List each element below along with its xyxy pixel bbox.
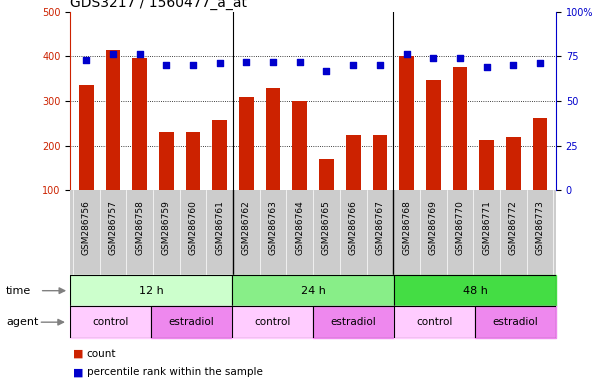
Point <box>401 51 411 58</box>
Point <box>508 62 518 68</box>
Point <box>375 62 385 68</box>
Text: GSM286771: GSM286771 <box>482 200 491 255</box>
Text: estradiol: estradiol <box>331 317 376 327</box>
Bar <box>533 118 547 190</box>
Bar <box>70 275 232 306</box>
Text: GSM286756: GSM286756 <box>82 200 91 255</box>
Text: GSM286773: GSM286773 <box>535 200 544 255</box>
Text: estradiol: estradiol <box>492 317 538 327</box>
Text: time: time <box>6 286 31 296</box>
Point <box>161 62 171 68</box>
Point <box>81 57 91 63</box>
Text: GSM286772: GSM286772 <box>509 200 518 255</box>
Text: GSM286766: GSM286766 <box>349 200 357 255</box>
Point <box>428 55 438 61</box>
Text: 24 h: 24 h <box>301 286 326 296</box>
Point <box>295 58 305 65</box>
Text: GSM286760: GSM286760 <box>189 200 197 255</box>
Point <box>535 60 545 66</box>
Text: GSM286758: GSM286758 <box>135 200 144 255</box>
Bar <box>475 306 556 338</box>
Text: 12 h: 12 h <box>139 286 164 296</box>
Bar <box>426 79 441 190</box>
Bar <box>266 88 280 190</box>
Bar <box>232 275 394 306</box>
Text: count: count <box>87 349 116 359</box>
Bar <box>79 85 93 190</box>
Bar <box>106 50 120 190</box>
Text: GSM286763: GSM286763 <box>269 200 277 255</box>
Text: GSM286765: GSM286765 <box>322 200 331 255</box>
Text: GSM286768: GSM286768 <box>402 200 411 255</box>
Bar <box>506 137 521 190</box>
Point <box>108 51 118 58</box>
Point <box>241 58 251 65</box>
Bar <box>346 134 360 190</box>
Bar <box>70 306 152 338</box>
Text: GSM286759: GSM286759 <box>162 200 171 255</box>
Bar <box>394 306 475 338</box>
Text: control: control <box>416 317 453 327</box>
Point <box>188 62 198 68</box>
Bar <box>232 306 313 338</box>
Bar <box>239 98 254 190</box>
Point <box>455 55 465 61</box>
Bar <box>313 306 394 338</box>
Text: control: control <box>254 317 291 327</box>
Bar <box>319 159 334 190</box>
Bar <box>373 134 387 190</box>
Text: GSM286767: GSM286767 <box>375 200 384 255</box>
Point <box>321 68 331 74</box>
Bar <box>186 132 200 190</box>
Point <box>481 64 491 70</box>
Bar <box>133 58 147 190</box>
Text: GSM286757: GSM286757 <box>109 200 117 255</box>
Text: agent: agent <box>6 317 38 327</box>
Point <box>348 62 358 68</box>
Bar <box>399 56 414 190</box>
Bar <box>152 306 232 338</box>
Point <box>135 51 145 58</box>
Text: 48 h: 48 h <box>463 286 488 296</box>
Text: control: control <box>92 317 129 327</box>
Point <box>268 58 278 65</box>
Bar <box>159 132 174 190</box>
Text: GSM286764: GSM286764 <box>295 200 304 255</box>
Bar <box>453 68 467 190</box>
Text: percentile rank within the sample: percentile rank within the sample <box>87 367 263 377</box>
Bar <box>479 141 494 190</box>
Bar <box>213 120 227 190</box>
Text: estradiol: estradiol <box>169 317 214 327</box>
Text: GDS3217 / 1560477_a_at: GDS3217 / 1560477_a_at <box>70 0 247 10</box>
Text: GSM286769: GSM286769 <box>429 200 437 255</box>
Text: ■: ■ <box>73 349 87 359</box>
Text: GSM286762: GSM286762 <box>242 200 251 255</box>
Text: ■: ■ <box>73 367 87 377</box>
Text: GSM286770: GSM286770 <box>455 200 464 255</box>
Bar <box>394 275 556 306</box>
Text: GSM286761: GSM286761 <box>215 200 224 255</box>
Point <box>215 60 225 66</box>
Bar <box>293 101 307 190</box>
